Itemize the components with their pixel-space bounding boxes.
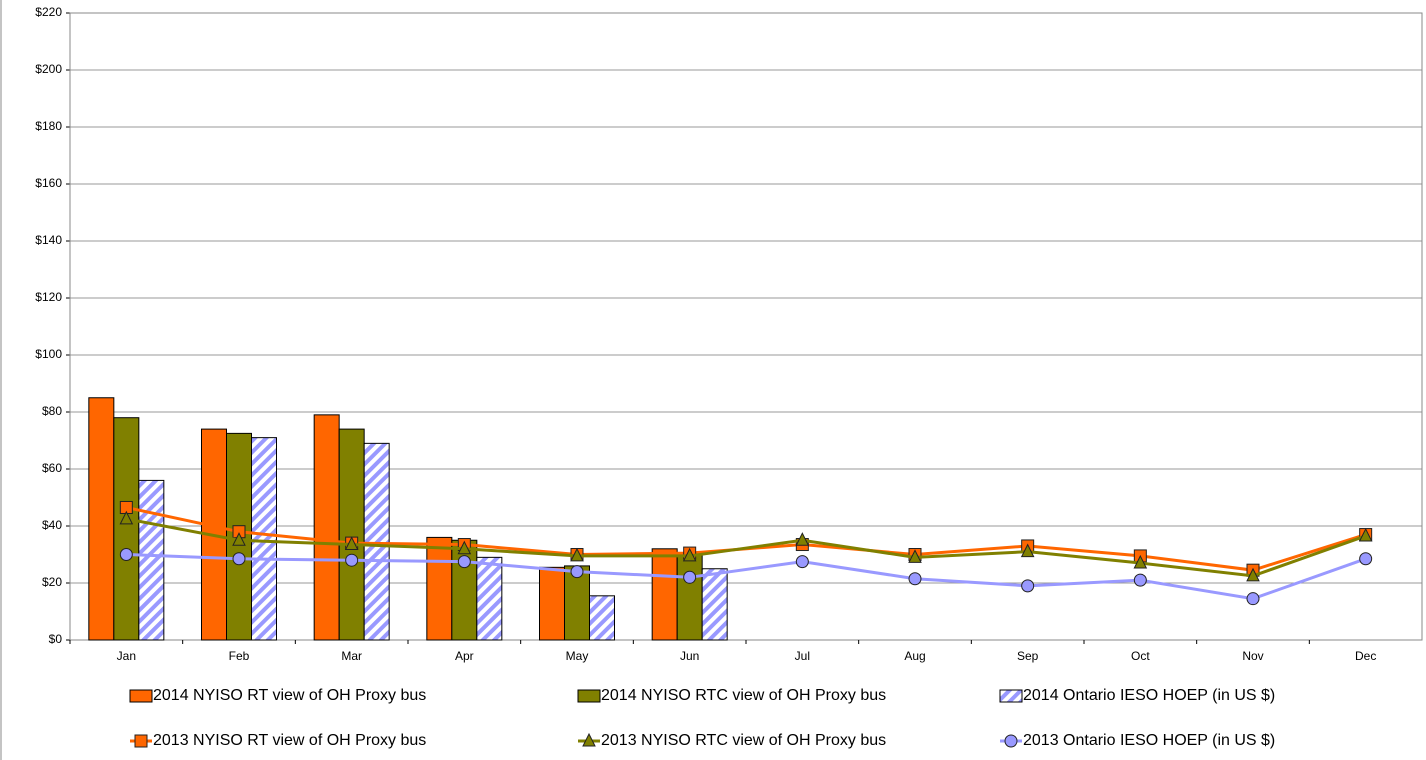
marker bbox=[795, 532, 810, 546]
marker bbox=[232, 532, 246, 546]
bar bbox=[701, 568, 728, 641]
bar bbox=[363, 442, 390, 641]
bar bbox=[564, 565, 590, 641]
bar bbox=[338, 428, 365, 641]
legend-swatch bbox=[999, 689, 1023, 703]
y-tick-label: $100 bbox=[35, 347, 62, 361]
marker bbox=[1133, 573, 1147, 587]
marker bbox=[1358, 527, 1373, 542]
marker bbox=[1133, 554, 1148, 569]
legend-label: 2014 NYISO RT view of OH Proxy bus bbox=[153, 687, 426, 704]
x-tick-label: Apr bbox=[455, 649, 474, 663]
legend-label: 2013 Ontario IESO HOEP (in US $) bbox=[1023, 732, 1275, 749]
line bbox=[126, 553, 1367, 601]
marker bbox=[1246, 567, 1260, 582]
x-tick-label: Sep bbox=[1017, 649, 1039, 663]
bar bbox=[88, 397, 115, 641]
y-tick-label: $0 bbox=[49, 632, 63, 646]
marker bbox=[232, 552, 246, 566]
bar bbox=[476, 556, 503, 641]
marker bbox=[119, 548, 133, 561]
marker bbox=[682, 547, 697, 562]
x-tick-label: Mar bbox=[341, 649, 362, 663]
y-tick-label: $200 bbox=[35, 62, 62, 76]
marker bbox=[134, 734, 148, 748]
bar bbox=[138, 479, 165, 641]
marker bbox=[582, 732, 596, 747]
marker bbox=[457, 540, 472, 555]
legend-label: 2013 NYISO RTC view of OH Proxy bus bbox=[601, 732, 886, 749]
marker bbox=[1004, 734, 1018, 748]
marker bbox=[345, 553, 359, 567]
bar bbox=[676, 554, 703, 641]
marker bbox=[795, 555, 809, 569]
legend-label: 2014 NYISO RTC view of OH Proxy bus bbox=[601, 687, 886, 704]
bar bbox=[426, 536, 453, 641]
x-tick-label: Jan bbox=[117, 649, 136, 663]
bar bbox=[539, 566, 565, 641]
x-tick-label: Jul bbox=[795, 649, 810, 663]
legend-swatch bbox=[577, 689, 601, 703]
marker bbox=[1021, 579, 1035, 593]
y-tick-label: $80 bbox=[42, 404, 62, 418]
y-tick-label: $140 bbox=[35, 233, 62, 247]
y-tick-label: $160 bbox=[35, 176, 62, 190]
bar bbox=[313, 414, 340, 641]
marker bbox=[908, 549, 922, 563]
bar bbox=[651, 548, 678, 641]
x-tick-label: Aug bbox=[904, 649, 925, 663]
marker bbox=[119, 510, 134, 525]
bar bbox=[251, 437, 277, 641]
y-tick-label: $20 bbox=[42, 575, 62, 589]
bar bbox=[226, 432, 252, 641]
bar bbox=[113, 417, 140, 641]
marker bbox=[344, 536, 359, 551]
marker bbox=[1359, 552, 1373, 566]
y-tick-label: $220 bbox=[35, 5, 62, 19]
bar bbox=[589, 595, 615, 641]
x-tick-label: Dec bbox=[1355, 649, 1376, 663]
y-tick-label: $180 bbox=[35, 119, 62, 133]
x-tick-label: May bbox=[566, 649, 589, 663]
y-tick-label: $60 bbox=[42, 461, 62, 475]
legend-swatch bbox=[129, 689, 153, 703]
marker bbox=[570, 547, 584, 562]
x-tick-label: Jun bbox=[680, 649, 699, 663]
x-tick-label: Oct bbox=[1131, 649, 1150, 663]
marker bbox=[683, 570, 697, 584]
marker bbox=[570, 565, 584, 579]
marker bbox=[1246, 592, 1260, 606]
marker bbox=[908, 572, 922, 586]
marker bbox=[457, 555, 471, 569]
legend-label: 2014 Ontario IESO HOEP (in US $) bbox=[1023, 687, 1275, 704]
y-tick-label: $40 bbox=[42, 518, 62, 532]
x-tick-label: Nov bbox=[1242, 649, 1263, 663]
line bbox=[126, 517, 1367, 578]
y-tick-label: $120 bbox=[35, 290, 62, 304]
marker bbox=[1020, 543, 1035, 558]
x-tick-label: Feb bbox=[229, 649, 250, 663]
legend-label: 2013 NYISO RT view of OH Proxy bus bbox=[153, 732, 426, 749]
